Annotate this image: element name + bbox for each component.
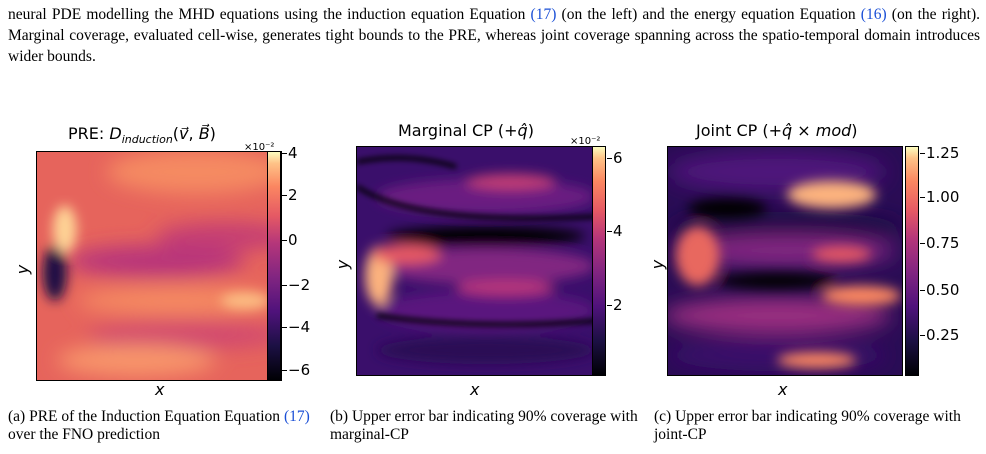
panel-b: Marginal CP (+q̂) ×10⁻² 6 4 2 bbox=[330, 118, 660, 399]
panel-c-colorbar bbox=[905, 146, 919, 376]
caption-a-text-1: (a) PRE of the Induction Equation Equati… bbox=[8, 408, 284, 425]
intro-text-1: neural PDE modelling the MHD equations u… bbox=[8, 6, 531, 23]
panel-a-ylabel: y bbox=[13, 264, 33, 275]
panel-b-title: Marginal CP (+q̂) bbox=[398, 121, 534, 140]
caption-b: (b) Upper error bar indicating 90% cover… bbox=[330, 408, 642, 444]
caption-a: (a) PRE of the Induction Equation Equati… bbox=[8, 408, 328, 444]
panel-c-tick: 0.50 bbox=[919, 281, 960, 299]
panel-c-tick: 1.25 bbox=[919, 144, 960, 162]
caption-a-text-2: over the FNO prediction bbox=[8, 426, 160, 443]
panel-a-colorbar-exponent: ×10⁻² bbox=[244, 142, 275, 153]
panel-b-colorbar-exponent: ×10⁻² bbox=[570, 136, 601, 147]
panel-a-tick: 0 bbox=[282, 231, 298, 249]
panel-c: Joint CP (+q̂ × mod) 1.25 1.00 0 bbox=[648, 118, 986, 399]
panel-c-ylabel: y bbox=[648, 259, 668, 270]
caption-b-text: (b) Upper error bar indicating 90% cover… bbox=[330, 408, 638, 443]
panel-a-tick: −4 bbox=[281, 318, 311, 336]
panel-a-colorbar bbox=[267, 151, 281, 381]
panel-c-xlabel: x bbox=[778, 380, 788, 399]
panel-b-tick: 6 bbox=[607, 149, 623, 167]
panel-b-colorbar bbox=[592, 146, 606, 376]
equation-ref-16[interactable]: (16) bbox=[860, 6, 887, 23]
panel-b-tick: 4 bbox=[607, 222, 623, 240]
panel-b-xlabel: x bbox=[470, 380, 480, 399]
panel-c-heatmap bbox=[667, 146, 903, 376]
intro-paragraph: neural PDE modelling the MHD equations u… bbox=[8, 4, 980, 67]
caption-a-equation-ref[interactable]: (17) bbox=[283, 408, 310, 425]
panel-a-tick: −6 bbox=[281, 361, 311, 379]
panel-a-xlabel: x bbox=[155, 380, 165, 399]
equation-ref-17[interactable]: (17) bbox=[530, 6, 557, 23]
panel-a-tick: −2 bbox=[281, 276, 311, 294]
panel-c-tick: 0.75 bbox=[919, 234, 960, 252]
panel-b-tick: 2 bbox=[607, 296, 623, 314]
panel-c-tick: 1.00 bbox=[919, 188, 960, 206]
panel-b-heatmap bbox=[356, 146, 602, 376]
caption-c-text: (c) Upper error bar indicating 90% cover… bbox=[654, 408, 961, 443]
panel-a-title: PRE: Dinduction(v⃗, B⃗) bbox=[68, 124, 216, 147]
panel-c-tick: 0.25 bbox=[919, 326, 960, 344]
panel-a-tick: 4 bbox=[282, 144, 298, 162]
panel-a: PRE: Dinduction(v⃗, B⃗) ×10⁻² 4 2 0 −2 −… bbox=[0, 118, 330, 399]
panel-c-title: Joint CP (+q̂ × mod) bbox=[696, 121, 858, 140]
intro-text-2: (on the left) and the energy equation Eq… bbox=[556, 6, 861, 23]
caption-c: (c) Upper error bar indicating 90% cover… bbox=[654, 408, 980, 444]
intro-text-3: (on the right). Marginal coverage, evalu… bbox=[8, 6, 981, 65]
panel-a-tick: 2 bbox=[282, 186, 298, 204]
panel-b-ylabel: y bbox=[333, 259, 353, 270]
panel-a-heatmap bbox=[36, 151, 282, 381]
